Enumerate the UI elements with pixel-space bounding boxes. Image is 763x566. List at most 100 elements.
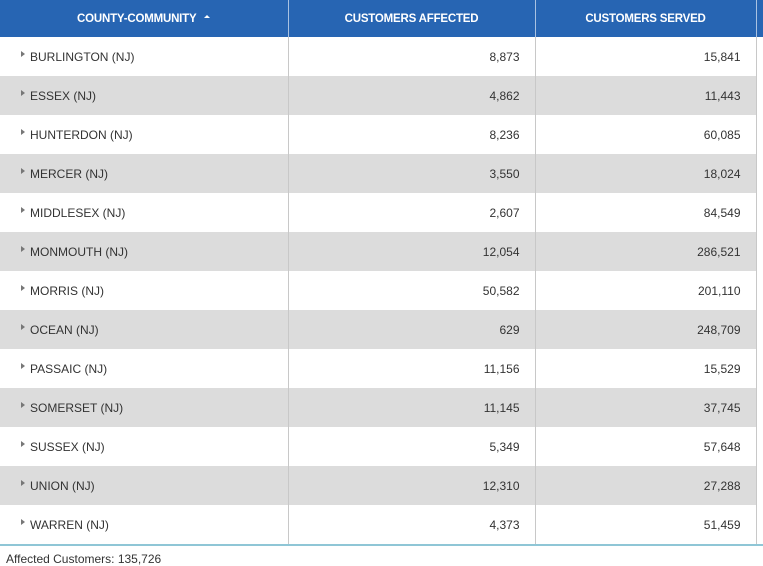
row-pad [756,154,763,193]
customers-served: 57,648 [535,427,757,466]
table-row: MERCER (NJ) 3,550 18,024 [0,154,763,193]
table-row: PASSAIC (NJ) 11,156 15,529 [0,349,763,388]
county-name: UNION (NJ) [30,478,95,493]
table-row: BURLINGTON (NJ) 8,873 15,841 [0,37,763,76]
county-name: PASSAIC (NJ) [30,361,108,376]
row-pad [756,193,763,232]
footer-rule [0,544,763,546]
table-row: SUSSEX (NJ) 5,349 57,648 [0,427,763,466]
column-title: CUSTOMERS AFFECTED [344,12,479,25]
table-row: SOMERSET (NJ) 11,145 37,745 [0,388,763,427]
customers-served: 27,288 [535,466,757,505]
expand-toggle[interactable] [21,285,25,291]
sort-icon [204,14,211,18]
expand-toggle[interactable] [21,51,25,57]
customers-served: 18,024 [535,154,757,193]
column-title: CUSTOMERS SERVED [585,12,706,25]
customers-served: 15,841 [535,37,757,76]
county-cell: MORRIS (NJ) [0,271,289,310]
county-cell: UNION (NJ) [0,466,289,505]
county-cell: MIDDLESEX (NJ) [0,193,289,232]
customers-served: 37,745 [535,388,757,427]
expand-toggle[interactable] [21,363,25,369]
customers-affected: 3,550 [288,154,536,193]
customers-affected: 8,236 [288,115,536,154]
footer-total: Affected Customers: 135,726 [6,552,162,566]
customers-served: 201,110 [535,271,757,310]
county-name: BURLINGTON (NJ) [30,49,135,64]
county-cell: OCEAN (NJ) [0,310,289,349]
customers-affected: 11,156 [288,349,536,388]
county-name: MERCER (NJ) [30,166,108,181]
expand-toggle[interactable] [21,519,25,525]
column-header[interactable]: COUNTY-COMMUNITY [0,0,289,37]
column-header[interactable]: CUSTOMERS AFFECTED [288,0,536,37]
row-pad [756,349,763,388]
table-row: OCEAN (NJ) 629 248,709 [0,310,763,349]
county-name: SOMERSET (NJ) [30,400,124,415]
county-cell: MONMOUTH (NJ) [0,232,289,271]
header-row: COUNTY-COMMUNITY CUSTOMERS AFFECTED CUST… [0,0,763,37]
row-pad [756,427,763,466]
row-pad [756,466,763,505]
county-cell: PASSAIC (NJ) [0,349,289,388]
column-title: COUNTY-COMMUNITY [77,12,197,25]
table-row: MONMOUTH (NJ) 12,054 286,521 [0,232,763,271]
row-pad [756,310,763,349]
row-pad [756,388,763,427]
customers-affected: 4,373 [288,505,536,544]
table-row: ESSEX (NJ) 4,862 11,443 [0,76,763,115]
customers-affected: 4,862 [288,76,536,115]
county-cell: WARREN (NJ) [0,505,289,544]
row-pad [756,232,763,271]
customers-affected: 2,607 [288,193,536,232]
county-cell: MERCER (NJ) [0,154,289,193]
table-row: HUNTERDON (NJ) 8,236 60,085 [0,115,763,154]
expand-toggle[interactable] [21,207,25,213]
customers-served: 248,709 [535,310,757,349]
customers-served: 286,521 [535,232,757,271]
table-row: WARREN (NJ) 4,373 51,459 [0,505,763,544]
customers-affected: 12,054 [288,232,536,271]
county-name: SUSSEX (NJ) [30,439,105,454]
table-row: MIDDLESEX (NJ) 2,607 84,549 [0,193,763,232]
county-name: HUNTERDON (NJ) [30,127,133,142]
customers-served: 84,549 [535,193,757,232]
table-body: BURLINGTON (NJ) 8,873 15,841 ESSEX (NJ) 4,86… [0,37,763,544]
expand-toggle[interactable] [21,246,25,252]
county-cell: SOMERSET (NJ) [0,388,289,427]
row-pad [756,37,763,76]
column-header[interactable]: CUSTOMERS SERVED [535,0,757,37]
expand-toggle[interactable] [21,129,25,135]
county-name: ESSEX (NJ) [30,88,97,103]
county-cell: ESSEX (NJ) [0,76,289,115]
county-name: WARREN (NJ) [30,517,109,532]
county-name: MORRIS (NJ) [30,283,104,298]
row-pad [756,505,763,544]
customers-served: 11,443 [535,76,757,115]
county-name: MIDDLESEX (NJ) [30,205,126,220]
customers-affected: 50,582 [288,271,536,310]
customers-affected: 5,349 [288,427,536,466]
header-pad [756,0,763,37]
customers-affected: 11,145 [288,388,536,427]
expand-toggle[interactable] [21,480,25,486]
customers-affected: 8,873 [288,37,536,76]
county-cell: SUSSEX (NJ) [0,427,289,466]
expand-toggle[interactable] [21,324,25,330]
table-row: UNION (NJ) 12,310 27,288 [0,466,763,505]
customers-served: 15,529 [535,349,757,388]
county-name: OCEAN (NJ) [30,322,99,337]
expand-toggle[interactable] [21,168,25,174]
customers-affected: 629 [288,310,536,349]
county-cell: BURLINGTON (NJ) [0,37,289,76]
row-pad [756,76,763,115]
expand-toggle[interactable] [21,90,25,96]
row-pad [756,271,763,310]
row-pad [756,115,763,154]
expand-toggle[interactable] [21,441,25,447]
expand-toggle[interactable] [21,402,25,408]
county-cell: HUNTERDON (NJ) [0,115,289,154]
county-name: MONMOUTH (NJ) [30,244,128,259]
